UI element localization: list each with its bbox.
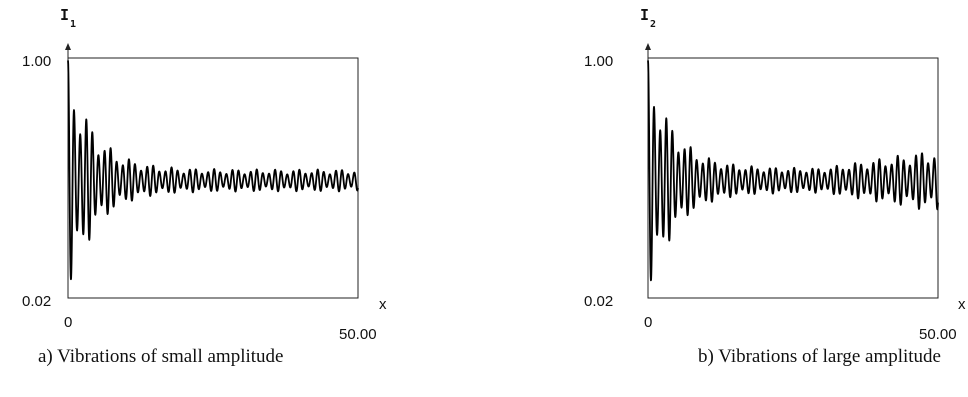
y-axis-label-sub: 2	[650, 19, 656, 30]
y-axis-label-var: I	[640, 6, 649, 24]
y-tick-label-bottom: 0.02	[22, 293, 51, 310]
x-axis-label: x	[379, 296, 387, 313]
y-axis-arrowhead	[645, 43, 651, 50]
chart-b-svg: I 2 1.00 0.02 0 50.00 x	[584, 6, 966, 343]
x-tick-label-end: 50.00	[919, 326, 957, 343]
chart-panel-a: I 1 1.00 0.02 0 50.00 x a) Vibrations of…	[22, 6, 387, 367]
series-line-a	[67, 60, 359, 281]
chart-a-svg: I 1 1.00 0.02 0 50.00 x	[22, 6, 387, 343]
y-tick-label-top: 1.00	[584, 53, 613, 70]
x-tick-label-start: 0	[64, 314, 72, 331]
y-tick-label-top: 1.00	[22, 53, 51, 70]
caption-b: b) Vibrations of large amplitude	[698, 346, 941, 367]
y-axis-label-var: I	[60, 6, 69, 24]
series-line-b	[647, 60, 939, 282]
y-axis-label-sub: 1	[70, 19, 76, 30]
x-tick-label-end: 50.00	[339, 326, 377, 343]
chart-panel-b: I 2 1.00 0.02 0 50.00 x b) Vibrations of…	[484, 0, 968, 397]
plot-frame	[647, 57, 939, 299]
plot-frame	[67, 57, 359, 299]
caption-a: a) Vibrations of small amplitude	[38, 346, 284, 367]
x-axis-label: x	[958, 296, 966, 313]
y-tick-label-bottom: 0.02	[584, 293, 613, 310]
y-axis-arrowhead	[65, 43, 71, 50]
x-tick-label-start: 0	[644, 314, 652, 331]
